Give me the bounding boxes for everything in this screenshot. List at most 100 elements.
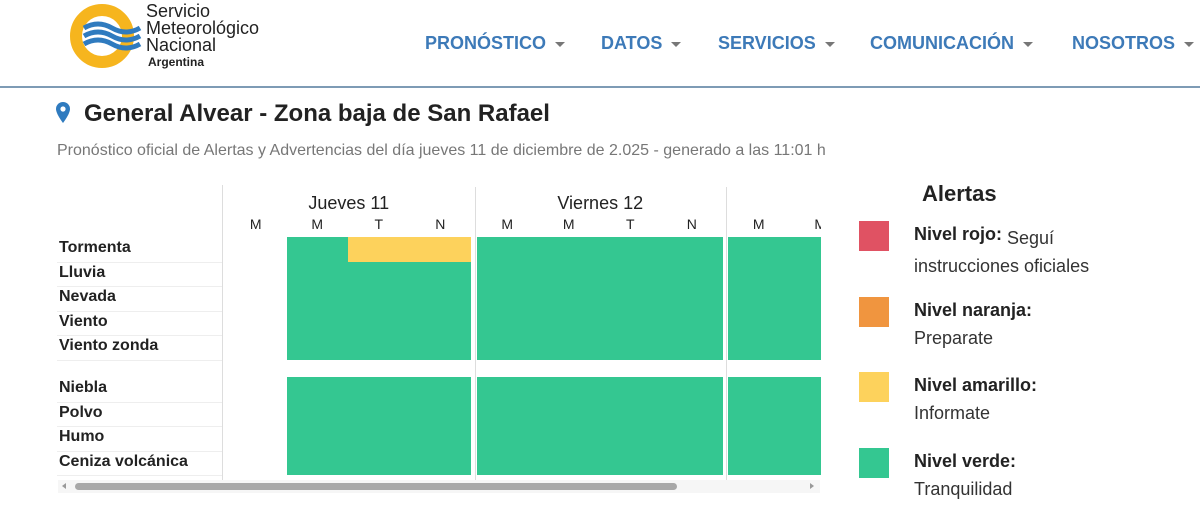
logo-text: Nacional (146, 35, 217, 55)
alert-cell (789, 237, 821, 262)
legend-label: Nivel naranja: (914, 299, 1033, 320)
alert-cell (286, 286, 348, 311)
subtitle: Pronóstico oficial de Alertas y Adverten… (57, 142, 826, 159)
legend-text: Tranquilidad (914, 478, 1013, 499)
alert-cell (286, 310, 348, 336)
alert-cell (348, 310, 410, 336)
alert-cell (286, 426, 348, 451)
legend-swatch (859, 447, 889, 478)
alert-cell (789, 261, 821, 287)
alert-cell (348, 401, 410, 427)
legend-label: Nivel verde: (914, 450, 1017, 471)
alert-cell (409, 426, 471, 451)
period-label: N (435, 216, 446, 232)
legend-label: Nivel rojo: (914, 224, 1003, 244)
alert-cell (599, 401, 661, 427)
alert-cell (728, 377, 790, 402)
alert-cell (728, 310, 790, 336)
legend-swatch (859, 296, 889, 327)
pin-icon (56, 102, 70, 123)
row-label: Niebla (59, 379, 108, 396)
alert-cell (476, 450, 538, 476)
alert-cell (728, 401, 790, 427)
period-label: T (374, 216, 384, 232)
alert-cell (409, 286, 471, 311)
day-label: Jueves 11 (308, 193, 390, 213)
alert-cell (728, 426, 790, 451)
row-label: Humo (59, 428, 105, 446)
alert-cell (661, 426, 723, 451)
alert-cell (286, 401, 348, 427)
alert-cell (409, 237, 471, 262)
row-separator (57, 261, 222, 263)
row-label: Tormenta (59, 239, 131, 256)
alert-cell (286, 450, 348, 476)
alert-cell (599, 237, 661, 262)
alert-cell (661, 377, 723, 402)
alert-cell (661, 286, 723, 311)
period-label: M (501, 216, 514, 232)
nav-item[interactable]: PRONÓSTICO (425, 33, 565, 54)
header-rule (0, 86, 1200, 88)
alert-cell (728, 335, 790, 360)
alert-cell (348, 286, 410, 311)
alert-cell (661, 261, 723, 287)
logo-text: Meteorológico (146, 18, 260, 38)
nav-item[interactable]: NOSOTROS (1072, 33, 1194, 54)
alert-cell (538, 310, 600, 336)
alert-cell (789, 377, 821, 402)
period-label: M (790, 216, 821, 232)
day-separator (474, 187, 476, 480)
day-label: Sa (726, 193, 821, 214)
period-label: N (686, 216, 697, 232)
alert-cell (789, 286, 821, 311)
nav-item[interactable]: COMUNICACIÓN (870, 33, 1033, 54)
row-separator (57, 426, 222, 428)
alert-cell (599, 286, 661, 311)
alert-cell (599, 377, 661, 402)
legend-swatch (859, 221, 889, 251)
alert-cell (286, 237, 348, 262)
alert-cell (476, 401, 538, 427)
row-separator (57, 450, 222, 452)
alert-cell (728, 286, 790, 311)
alert-cell (599, 261, 661, 287)
alert-grid: Jueves 11 M M T N Viernes 12 M M T N Sa M M (222, 185, 821, 480)
period-label: T (625, 216, 635, 232)
alert-cell (538, 261, 600, 287)
alert-cell (286, 261, 348, 287)
legend-text: Preparate (914, 327, 994, 348)
location-title: General Alvear - Zona baja de San Rafael (84, 100, 550, 127)
alert-cell (348, 335, 410, 360)
alert-cell (789, 450, 821, 476)
alert-cell (538, 286, 600, 311)
alert-cell (789, 335, 821, 360)
row-label: Viento zonda (59, 337, 159, 355)
day-separator (726, 187, 727, 480)
alert-cell (476, 335, 538, 360)
alert-cell (538, 450, 600, 476)
row-separator (57, 310, 222, 312)
alert-cell (538, 401, 600, 427)
row-label: Viento (59, 312, 108, 330)
nav-item[interactable]: DATOS (601, 33, 681, 54)
alert-cell (286, 335, 348, 360)
alert-cell (538, 377, 600, 402)
row-separator (57, 475, 222, 477)
alert-cell (409, 261, 471, 287)
alert-cell (661, 335, 723, 360)
alert-cell (661, 401, 723, 427)
alert-cell (728, 450, 790, 476)
nav-item[interactable]: SERVICIOS (718, 33, 835, 54)
alert-cell (476, 237, 538, 262)
alert-cell (599, 450, 661, 476)
scrollbar[interactable] (58, 480, 820, 493)
alert-cell (348, 426, 410, 451)
logo-mark (70, 4, 142, 68)
row-separator (57, 286, 222, 288)
row-label: Ceniza volcánica (59, 452, 188, 470)
alert-cell (789, 401, 821, 427)
alert-cell (728, 261, 790, 287)
alert-cell (348, 377, 410, 402)
